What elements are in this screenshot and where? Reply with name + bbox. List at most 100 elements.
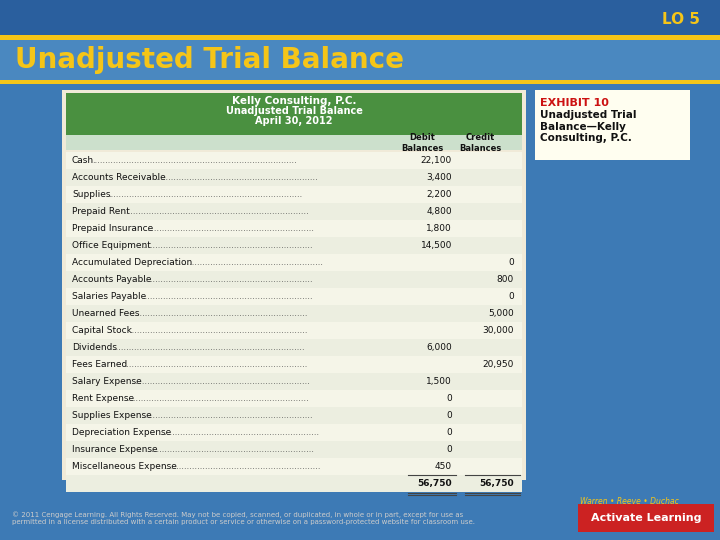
Text: 0: 0 (446, 394, 452, 403)
Text: Credit
Balances: Credit Balances (459, 133, 501, 153)
Text: Office Equipment: Office Equipment (72, 241, 151, 250)
Text: Insurance Expense: Insurance Expense (72, 445, 158, 454)
Bar (66, 322, 522, 339)
Bar (0, 40, 720, 80)
Bar (66, 288, 522, 305)
Text: ..............................................................................: ........................................… (92, 156, 297, 165)
Text: Fees Earned: Fees Earned (72, 360, 127, 369)
Text: Dividends: Dividends (72, 343, 117, 352)
Bar (66, 237, 522, 254)
Text: Accounts Receivable: Accounts Receivable (72, 173, 166, 182)
Text: 14,500: 14,500 (420, 241, 452, 250)
Text: ...................................................................: ........................................… (134, 377, 310, 386)
Text: 0: 0 (446, 411, 452, 420)
Bar (66, 458, 522, 475)
Text: ..............................................................: ........................................… (155, 173, 318, 182)
Bar (62, 90, 526, 480)
Text: April 30, 2012: April 30, 2012 (256, 116, 333, 126)
Bar (578, 504, 714, 532)
Text: Salary Expense: Salary Expense (72, 377, 142, 386)
Bar (66, 135, 522, 150)
Text: ..........................................................................: ........................................… (109, 190, 303, 199)
Text: ......................................................................: ........................................… (125, 394, 309, 403)
Bar (66, 407, 522, 424)
Text: .........................................................................: ........................................… (113, 343, 305, 352)
Text: ....................................................................: ........................................… (130, 309, 308, 318)
Text: Salaries Payable: Salaries Payable (72, 292, 146, 301)
Text: Warren • Reeve • Duchac: Warren • Reeve • Duchac (580, 496, 679, 505)
Bar (535, 90, 690, 160)
Text: Accounts Payable: Accounts Payable (72, 275, 151, 284)
Text: 800: 800 (497, 275, 514, 284)
Text: 1,800: 1,800 (426, 224, 452, 233)
Bar (66, 356, 522, 373)
Text: 0: 0 (446, 445, 452, 454)
Text: ................................................................: ........................................… (146, 224, 315, 233)
Text: Prepaid Insurance: Prepaid Insurance (72, 224, 153, 233)
Text: Cash: Cash (72, 156, 94, 165)
Text: Supplies Expense: Supplies Expense (72, 411, 152, 420)
Text: 30,000: 30,000 (482, 326, 514, 335)
Bar (66, 254, 522, 271)
Bar (66, 203, 522, 220)
Text: 56,750: 56,750 (418, 479, 452, 488)
Text: ................................................................: ........................................… (146, 445, 315, 454)
Text: Unearned Fees: Unearned Fees (72, 309, 140, 318)
Text: © 2011 Cengage Learning. All Rights Reserved. May not be copied, scanned, or dup: © 2011 Cengage Learning. All Rights Rese… (12, 511, 475, 525)
Text: ........................................................: ........................................… (176, 258, 323, 267)
Text: Unadjusted Trial Balance: Unadjusted Trial Balance (15, 46, 404, 74)
Text: Unadjusted Trial Balance: Unadjusted Trial Balance (225, 106, 362, 116)
Text: 3,400: 3,400 (426, 173, 452, 182)
Text: 4,800: 4,800 (426, 207, 452, 216)
Text: 0: 0 (508, 292, 514, 301)
Text: 22,100: 22,100 (420, 156, 452, 165)
Text: 20,950: 20,950 (482, 360, 514, 369)
Text: Rent Expense: Rent Expense (72, 394, 134, 403)
Text: 0: 0 (508, 258, 514, 267)
Bar (66, 441, 522, 458)
Bar (66, 152, 522, 169)
Bar (66, 390, 522, 407)
Text: .................................................................: ........................................… (142, 275, 312, 284)
Bar (0, 0, 720, 35)
Bar (66, 93, 522, 135)
Bar (66, 169, 522, 186)
Text: 56,750: 56,750 (480, 479, 514, 488)
Bar (66, 424, 522, 441)
Text: .................................................................: ........................................… (142, 411, 312, 420)
Text: 2,200: 2,200 (426, 190, 452, 199)
Bar (66, 339, 522, 356)
Text: Capital Stock: Capital Stock (72, 326, 132, 335)
Text: Depreciation Expense: Depreciation Expense (72, 428, 171, 437)
Text: .................................................................: ........................................… (142, 292, 312, 301)
Text: 450: 450 (435, 462, 452, 471)
Text: Debit
Balances: Debit Balances (401, 133, 443, 153)
Bar (66, 475, 522, 492)
Text: Accumulated Depreciation: Accumulated Depreciation (72, 258, 192, 267)
Bar (66, 271, 522, 288)
Text: LO 5: LO 5 (662, 12, 700, 28)
Text: ............................................................: ........................................… (163, 462, 320, 471)
Text: Prepaid Rent: Prepaid Rent (72, 207, 130, 216)
Text: Kelly Consulting, P.C.: Kelly Consulting, P.C. (232, 96, 356, 106)
Text: 6,000: 6,000 (426, 343, 452, 352)
Bar (66, 373, 522, 390)
Bar (0, 35, 720, 40)
Bar (66, 220, 522, 237)
Text: .......................................................................: ........................................… (121, 360, 307, 369)
Text: Unadjusted Trial
Balance—Kelly
Consulting, P.C.: Unadjusted Trial Balance—Kelly Consultin… (540, 110, 636, 143)
Text: Miscellaneous Expense: Miscellaneous Expense (72, 462, 177, 471)
Bar (0, 80, 720, 84)
Bar (66, 186, 522, 203)
Text: EXHIBIT 10: EXHIBIT 10 (540, 98, 609, 108)
Text: ....................................................................: ........................................… (130, 326, 308, 335)
Text: .................................................................: ........................................… (142, 241, 312, 250)
Text: 5,000: 5,000 (488, 309, 514, 318)
Text: ......................................................................: ........................................… (125, 207, 309, 216)
Text: .............................................................: ........................................… (159, 428, 319, 437)
Text: 1,500: 1,500 (426, 377, 452, 386)
Text: Activate Learning: Activate Learning (590, 513, 701, 523)
Bar (66, 305, 522, 322)
Text: Supplies: Supplies (72, 190, 110, 199)
Text: 0: 0 (446, 428, 452, 437)
